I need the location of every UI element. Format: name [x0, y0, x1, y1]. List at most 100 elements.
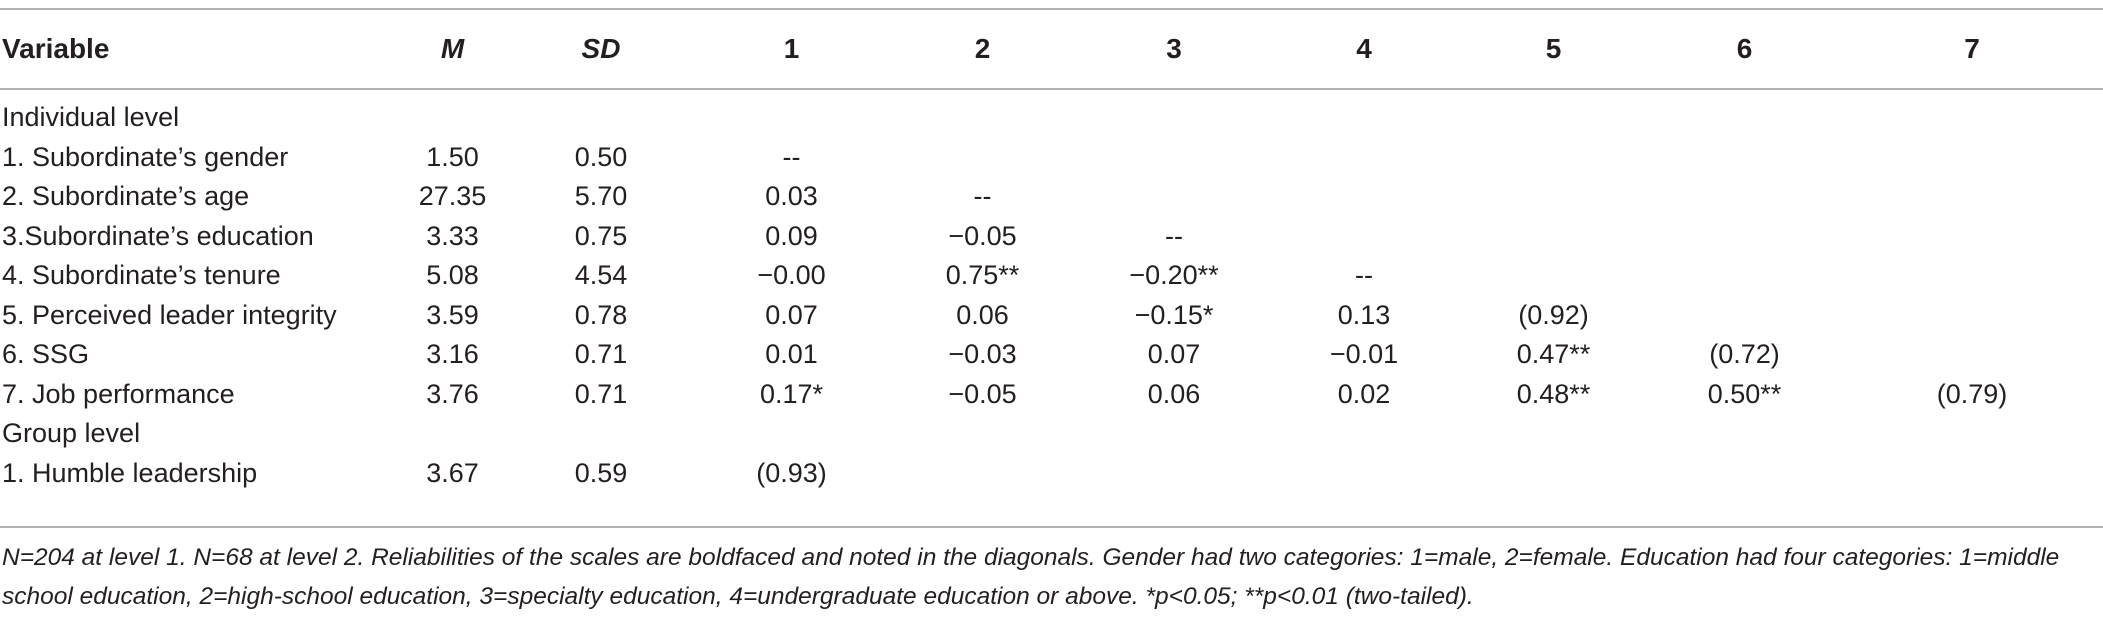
corr-cell: [886, 138, 1079, 178]
corr-cell: [1841, 217, 2103, 257]
corr-cell: −0.20**: [1129, 260, 1219, 291]
row-label: 1. Subordinate’s gender: [2, 141, 289, 172]
reliability-cell: (0.92): [1518, 299, 1589, 330]
sd-cell: 0.75: [574, 220, 628, 251]
header-sd: SD: [581, 33, 621, 64]
corr-cell: [1648, 454, 1841, 494]
corr-cell: [1459, 138, 1648, 178]
corr-cell: --: [1165, 220, 1183, 251]
mean-cell: 3.59: [426, 299, 479, 330]
table-row: 7. Job performance 3.76 0.71 0.17* −0.05…: [0, 375, 2103, 415]
corr-cell: [1841, 138, 2103, 178]
corr-cell: [1648, 296, 1841, 336]
sd-cell: 0.78: [574, 299, 628, 330]
reliability-cell: (0.72): [1709, 339, 1780, 370]
corr-cell: [1841, 454, 2103, 494]
corr-cell: 0.17*: [759, 378, 824, 409]
header-col-6: 6: [1736, 33, 1753, 64]
corr-cell: [1459, 177, 1648, 217]
corr-cell: [1459, 454, 1648, 494]
corr-cell: --: [973, 181, 992, 212]
table-row: 5. Perceived leader integrity 3.59 0.78 …: [0, 296, 2103, 336]
header-col-5: 5: [1545, 33, 1562, 64]
table-row: 6. SSG 3.16 0.71 0.01 −0.03 0.07 −0.01 0…: [0, 335, 2103, 375]
corr-cell: [1648, 256, 1841, 296]
header-row: Variable M SD 1 2 3 4 5 6 7: [0, 10, 2103, 88]
row-label: 2. Subordinate’s age: [2, 181, 250, 212]
row-label: 1. Humble leadership: [2, 457, 258, 488]
corr-cell: --: [1355, 260, 1373, 291]
corr-cell: [1459, 256, 1648, 296]
sd-cell: 0.71: [574, 378, 628, 409]
corr-cell: [1841, 177, 2103, 217]
corr-cell: −0.15*: [1134, 299, 1214, 330]
header-variable: Variable: [2, 33, 110, 64]
corr-cell: 0.02: [1337, 378, 1391, 409]
corr-cell: 0.06: [956, 299, 1009, 330]
corr-cell: 0.75**: [945, 260, 1020, 291]
section-row-group: Group level: [0, 414, 2103, 454]
row-label: 7. Job performance: [2, 378, 235, 409]
corr-cell: [1079, 177, 1269, 217]
corr-cell: −0.05: [948, 378, 1017, 409]
corr-cell: 0.07: [1147, 339, 1201, 370]
section-row-individual: Individual level: [0, 98, 2103, 138]
mean-cell: 5.08: [426, 260, 479, 291]
table-bottom-rule: [0, 526, 2103, 528]
table-row: 1. Humble leadership 3.67 0.59 (0.93): [0, 454, 2103, 494]
corr-cell: 0.06: [1147, 378, 1201, 409]
corr-cell: [1648, 138, 1841, 178]
sd-cell: 0.50: [574, 141, 628, 172]
mean-cell: 27.35: [418, 181, 487, 212]
corr-cell: [1079, 138, 1269, 178]
corr-cell: [1079, 454, 1269, 494]
header-col-2: 2: [974, 33, 991, 64]
table-row: 3.Subordinate’s education 3.33 0.75 0.09…: [0, 217, 2103, 257]
corr-cell: [1841, 296, 2103, 336]
corr-cell: [1841, 335, 2103, 375]
table-row: 4. Subordinate’s tenure 5.08 4.54 −0.00 …: [0, 256, 2103, 296]
corr-cell: --: [782, 141, 801, 172]
spacer-row: [0, 88, 2103, 98]
corr-cell: −0.05: [948, 220, 1017, 251]
section-label: Group level: [2, 418, 141, 449]
corr-cell: 0.13: [1337, 299, 1391, 330]
corr-cell: −0.01: [1329, 339, 1399, 370]
mean-cell: 1.50: [426, 141, 479, 172]
section-label: Individual level: [2, 102, 180, 133]
corr-cell: [1648, 177, 1841, 217]
header-mean: M: [440, 33, 465, 64]
header-col-7: 7: [1964, 33, 1980, 64]
corr-cell: 0.47**: [1516, 339, 1591, 370]
table-row: 2. Subordinate’s age 27.35 5.70 0.03 --: [0, 177, 2103, 217]
row-label: 5. Perceived leader integrity: [2, 299, 337, 330]
header-bottom-rule: [0, 88, 2103, 90]
corr-cell: [886, 454, 1079, 494]
row-label: 3.Subordinate’s education: [2, 220, 314, 251]
row-label: 4. Subordinate’s tenure: [2, 260, 281, 291]
corr-cell: [1648, 217, 1841, 257]
corr-cell: −0.00: [757, 260, 826, 291]
table-footnote: N=204 at level 1. N=68 at level 2. Relia…: [2, 544, 2060, 610]
corr-cell: [1269, 217, 1459, 257]
correlation-table: Variable M SD 1 2 3 4 5 6 7 Individual l…: [0, 10, 2103, 493]
corr-cell: 0.01: [765, 339, 818, 370]
mean-cell: 3.16: [426, 339, 479, 370]
sd-cell: 0.71: [574, 339, 628, 370]
sd-cell: 5.70: [574, 181, 628, 212]
corr-cell: 0.03: [765, 181, 818, 212]
corr-cell: [1841, 256, 2103, 296]
corr-cell: [1459, 217, 1648, 257]
corr-cell: −0.03: [948, 339, 1017, 370]
sd-cell: 4.54: [574, 260, 628, 291]
row-label: 6. SSG: [2, 339, 90, 370]
header-col-1: 1: [783, 33, 800, 64]
mean-cell: 3.33: [426, 220, 479, 251]
corr-cell: [1269, 138, 1459, 178]
header-col-3: 3: [1166, 33, 1182, 64]
table-row: 1. Subordinate’s gender 1.50 0.50 --: [0, 138, 2103, 178]
corr-cell: [1269, 454, 1459, 494]
mean-cell: 3.76: [426, 378, 479, 409]
reliability-cell: (0.93): [756, 457, 827, 488]
mean-cell: 3.67: [426, 457, 479, 488]
